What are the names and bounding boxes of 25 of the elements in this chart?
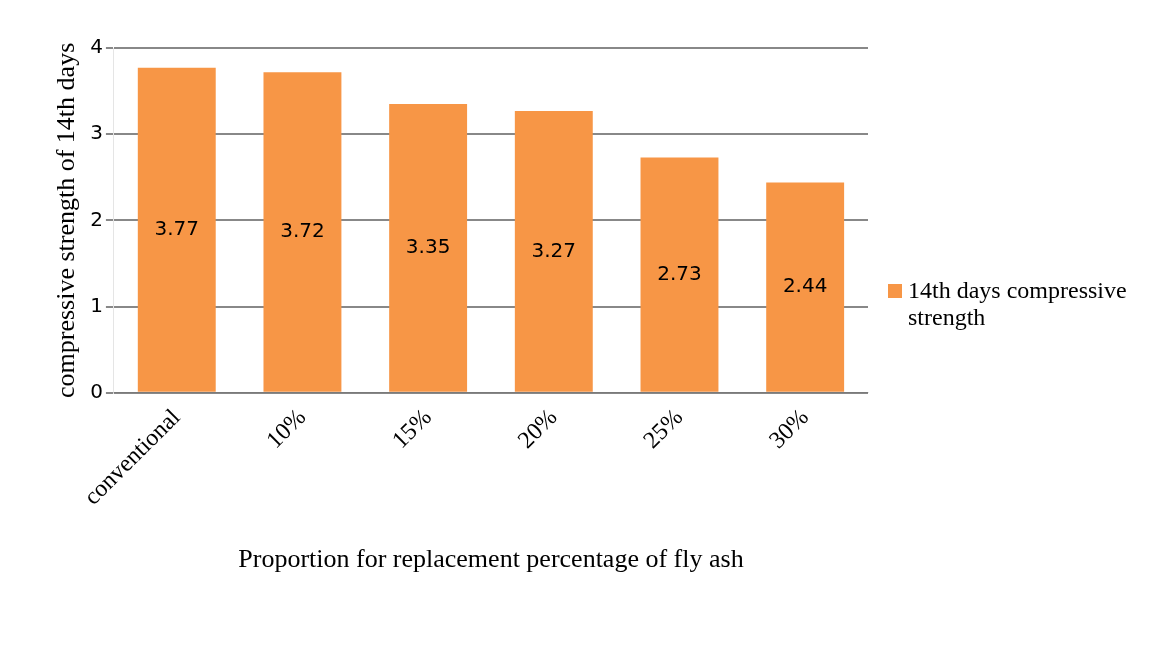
data-label: 3.27 xyxy=(531,237,577,262)
bar xyxy=(640,157,719,392)
data-label: 2.73 xyxy=(657,260,702,285)
bar xyxy=(766,182,845,392)
y-tick-label: 1 xyxy=(90,292,103,317)
y-tick-label: 0 xyxy=(90,378,103,403)
x-tick-label: 10% xyxy=(260,403,311,454)
bar xyxy=(137,67,216,392)
x-tick-label: 30% xyxy=(763,403,814,454)
x-tick-label: 15% xyxy=(386,403,437,454)
data-label: 3.77 xyxy=(154,216,200,241)
bar xyxy=(389,104,468,392)
x-tick-label: 25% xyxy=(637,403,688,454)
y-tick-label: 2 xyxy=(90,206,103,231)
y-tick-label: 3 xyxy=(90,120,103,145)
data-label: 3.35 xyxy=(405,234,451,259)
bar xyxy=(514,110,593,392)
y-tick-label: 4 xyxy=(90,34,103,59)
legend-label: 14th days compressive strength xyxy=(908,277,1128,331)
x-axis-title: Proportion for replacement percentage of fly ash xyxy=(238,544,744,574)
bar xyxy=(263,72,342,392)
x-tick-label: 20% xyxy=(512,403,562,454)
y-axis-title: compressive strength of 14th days xyxy=(51,42,81,399)
data-label: 2.44 xyxy=(782,273,828,298)
data-label: 3.72 xyxy=(280,218,325,243)
